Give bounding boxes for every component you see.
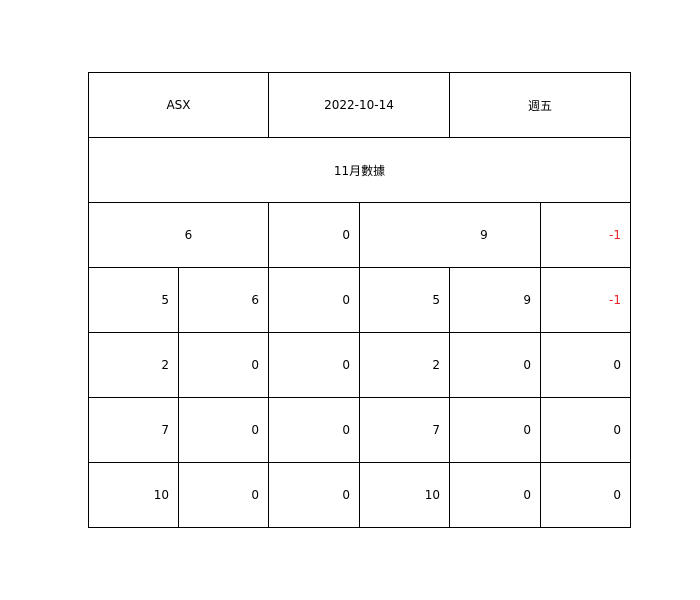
table-cell: 0: [178, 397, 269, 463]
table-cell: 0: [449, 462, 541, 528]
table-cell: 10: [88, 462, 179, 528]
table-cell: 0: [540, 332, 631, 398]
table-row: 5 6 0 5 9 -1: [88, 267, 631, 333]
table-cell: 6: [178, 267, 269, 333]
table-cell: 2: [359, 332, 450, 398]
table-cell: 10: [359, 462, 450, 528]
table-cell: 0: [268, 462, 360, 528]
weekday-cell: 週五: [449, 72, 631, 138]
table-cell: 0: [178, 462, 269, 528]
table-cell: 0: [449, 397, 541, 463]
table-cell: 7: [359, 397, 450, 463]
table-cell-negative: -1: [540, 267, 631, 333]
data-table-container: ASX 2022-10-14 週五 11月數據 6 0 9 -1 5 6 0 5…: [88, 72, 631, 528]
date-label: 2022-10-14: [324, 98, 394, 112]
summary-value: 9: [480, 228, 488, 242]
table-cell: 5: [359, 267, 450, 333]
table-cell: 0: [449, 332, 541, 398]
table-cell: 0: [540, 397, 631, 463]
table-cell: 0: [268, 332, 360, 398]
table-cell: 0: [540, 462, 631, 528]
ticker-cell: ASX: [88, 72, 269, 138]
section-title-cell: 11月數據: [88, 137, 631, 203]
table-cell: 0: [268, 397, 360, 463]
date-cell: 2022-10-14: [268, 72, 450, 138]
section-title: 11月數據: [333, 163, 386, 178]
ticker-label: ASX: [166, 98, 191, 112]
table-cell: 2: [88, 332, 179, 398]
table-row: 2 0 0 2 0 0: [88, 332, 631, 398]
summary-value: 6: [184, 228, 193, 242]
table-cell: 7: [88, 397, 179, 463]
table-cell: 0: [268, 267, 360, 333]
summary-cell: 0: [268, 202, 360, 268]
table-cell: 5: [88, 267, 179, 333]
section-title-row: 11月數據: [88, 137, 631, 203]
table-row: 7 0 0 7 0 0: [88, 397, 631, 463]
header-row: ASX 2022-10-14 週五: [88, 72, 631, 138]
summary-cell-negative: -1: [540, 202, 631, 268]
summary-cell: 9: [359, 202, 541, 268]
summary-row: 6 0 9 -1: [88, 202, 631, 268]
weekday-label: 週五: [527, 98, 552, 113]
summary-cell: 6: [88, 202, 269, 268]
table-cell: 9: [449, 267, 541, 333]
data-table: ASX 2022-10-14 週五 11月數據 6 0 9 -1 5 6 0 5…: [88, 72, 631, 528]
table-row: 10 0 0 10 0 0: [88, 462, 631, 528]
table-cell: 0: [178, 332, 269, 398]
